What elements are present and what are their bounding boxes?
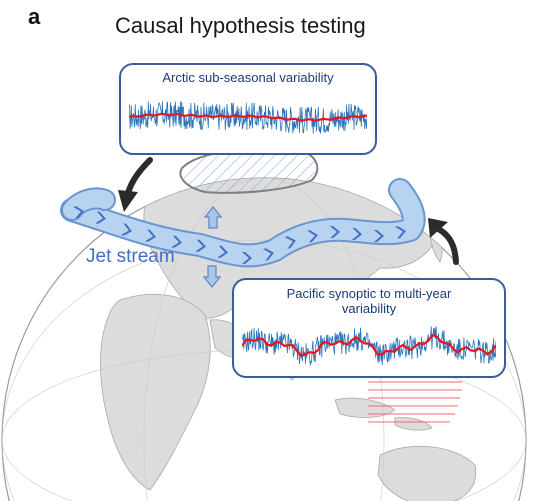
smoothed-series-line (129, 112, 367, 122)
curved-arrow-icon (428, 218, 459, 265)
chevron-icon (120, 223, 132, 236)
pacific-timeseries-plot (242, 326, 496, 366)
chevron-icon (217, 245, 228, 258)
chevron-icon (195, 239, 206, 252)
down-arrow-icon (202, 265, 222, 288)
chevron-icon (329, 226, 340, 239)
africa-landmass (100, 293, 211, 491)
raw-series-line (242, 326, 496, 366)
arctic-timeseries-box: Arctic sub-seasonal variability (119, 63, 377, 155)
chevron-icon (145, 229, 156, 242)
up-arrow-icon (203, 206, 223, 229)
chevron-icon (73, 206, 84, 219)
chevron-icon (242, 252, 252, 264)
australia-landmass (377, 445, 477, 501)
pacific-box-title: Pacific synoptic to multi-year variabili… (286, 286, 452, 316)
jet-chevrons (73, 206, 406, 264)
jet-stream-label: Jet stream (86, 246, 175, 267)
raw-series-line (129, 101, 367, 134)
chevron-icon (95, 211, 106, 224)
smoothed-series-line (242, 333, 496, 358)
chevron-icon (171, 235, 182, 248)
pacific-timeseries-box: Pacific synoptic to multi-year variabili… (232, 278, 506, 378)
chevron-icon (351, 227, 362, 240)
chevron-icon (395, 226, 406, 239)
panel-label: a (28, 4, 41, 29)
curved-arrow-icon (118, 157, 153, 212)
chevron-icon (284, 236, 296, 249)
arctic-box-title: Arctic sub-seasonal variability (162, 70, 334, 85)
chevron-icon (374, 230, 384, 242)
figure-title: Causal hypothesis testing (115, 13, 366, 38)
chevron-icon (307, 230, 318, 243)
arctic-timeseries-plot (129, 101, 367, 134)
chevron-icon (262, 248, 274, 261)
pacific-region (368, 381, 462, 423)
